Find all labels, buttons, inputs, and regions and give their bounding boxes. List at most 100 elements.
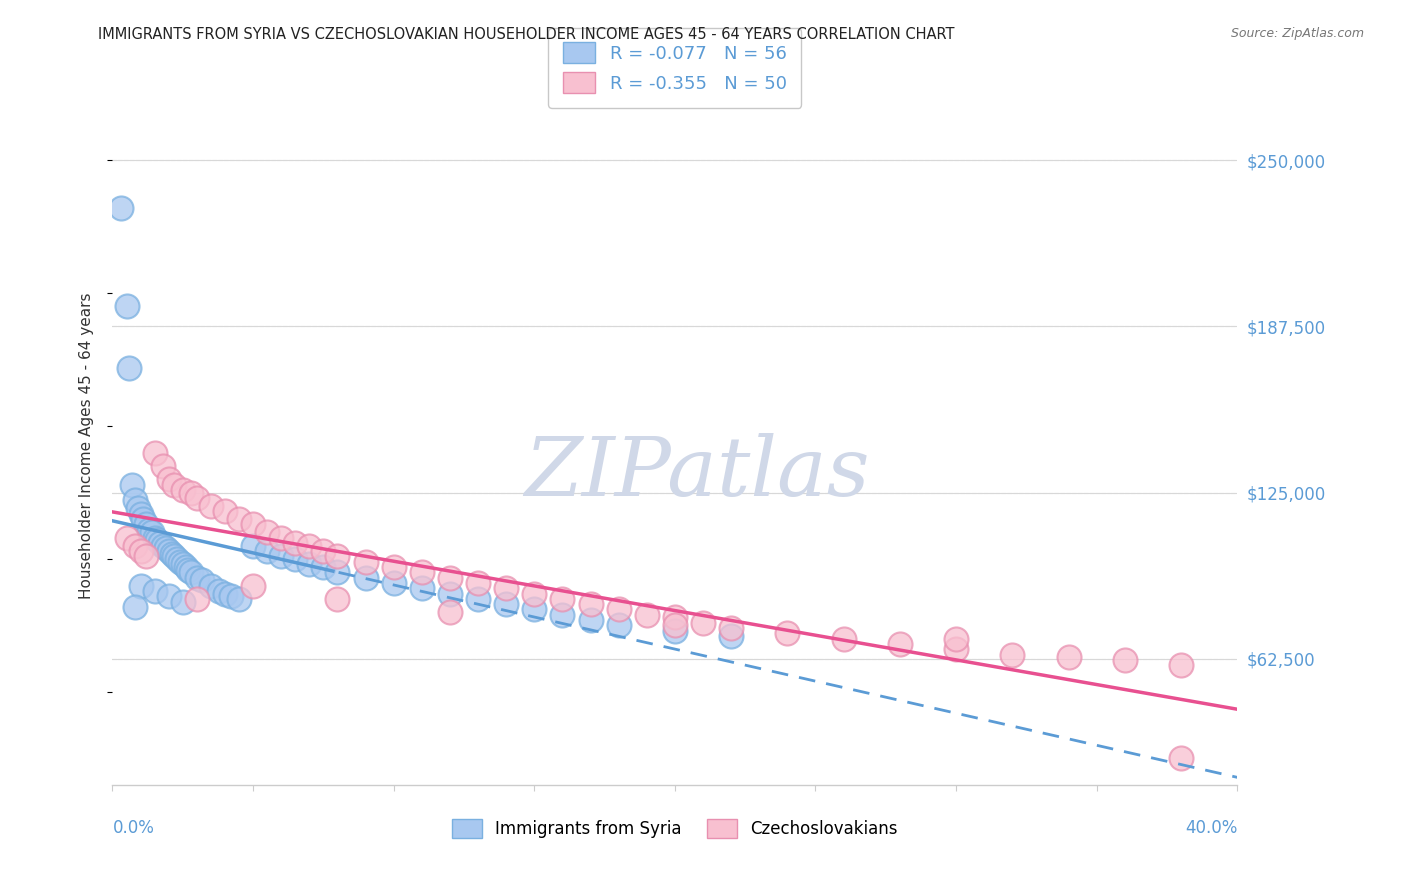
Point [439,586,461,600]
Point [382,560,405,574]
Point [270,531,292,545]
Point [115,300,138,314]
Point [579,597,602,611]
Point [138,523,160,537]
Point [163,549,186,564]
Point [172,594,194,608]
Point [411,581,433,595]
Point [354,571,377,585]
Point [242,517,264,532]
Point [143,445,166,459]
Point [354,555,377,569]
Point [664,610,686,624]
Point [298,539,321,553]
Text: 40.0%: 40.0% [1185,819,1237,837]
Point [166,552,188,566]
Point [284,552,307,566]
Point [152,458,174,473]
Point [298,558,321,572]
Point [121,477,143,491]
Point [157,589,180,603]
Point [1170,751,1192,765]
Point [146,533,169,548]
Point [664,618,686,632]
Point [242,539,264,553]
Point [180,566,202,580]
Point [242,578,264,592]
Point [945,632,967,646]
Point [495,581,517,595]
Point [411,566,433,580]
Point [160,547,183,561]
Point [129,578,152,592]
Point [326,591,349,606]
Point [169,555,191,569]
Point [439,571,461,585]
Point [720,629,742,643]
Point [157,472,180,486]
Point [326,566,349,580]
Point [200,499,222,513]
Y-axis label: Householder Income Ages 45 - 64 years: Householder Income Ages 45 - 64 years [79,293,94,599]
Point [1114,653,1136,667]
Point [172,483,194,497]
Point [256,544,278,558]
Point [256,525,278,540]
Point [129,507,152,521]
Point [636,607,658,622]
Point [228,591,250,606]
Point [607,618,630,632]
Point [127,501,149,516]
Point [163,477,186,491]
Point [692,615,714,630]
Point [186,571,208,585]
Point [186,591,208,606]
Point [135,517,157,532]
Text: IMMIGRANTS FROM SYRIA VS CZECHOSLOVAKIAN HOUSEHOLDER INCOME AGES 45 - 64 YEARS C: IMMIGRANTS FROM SYRIA VS CZECHOSLOVAKIAN… [98,27,955,42]
Point [186,491,208,505]
Point [776,626,799,640]
Point [172,558,194,572]
Point [124,539,146,553]
Point [132,512,155,526]
Point [312,544,335,558]
Point [115,531,138,545]
Point [157,544,180,558]
Point [720,621,742,635]
Point [1001,648,1024,662]
Point [832,632,855,646]
Point [143,583,166,598]
Point [467,591,489,606]
Point [607,602,630,616]
Point [174,560,197,574]
Point [284,536,307,550]
Point [208,583,231,598]
Point [155,541,177,556]
Point [382,575,405,590]
Point [312,560,335,574]
Point [129,544,152,558]
Point [523,602,546,616]
Point [219,589,242,603]
Point [214,586,236,600]
Point [523,586,546,600]
Point [270,549,292,564]
Text: 0.0%: 0.0% [112,819,155,837]
Point [664,624,686,638]
Point [177,563,200,577]
Point [143,531,166,545]
Point [1057,650,1080,665]
Point [200,578,222,592]
Point [149,536,172,550]
Text: ZIPatlas: ZIPatlas [524,434,870,513]
Point [467,575,489,590]
Point [180,485,202,500]
Point [124,493,146,508]
Point [551,607,574,622]
Point [110,201,132,215]
Point [551,591,574,606]
Legend: Immigrants from Syria, Czechoslovakians: Immigrants from Syria, Czechoslovakians [446,812,904,845]
Point [124,599,146,614]
Point [228,512,250,526]
Point [495,597,517,611]
